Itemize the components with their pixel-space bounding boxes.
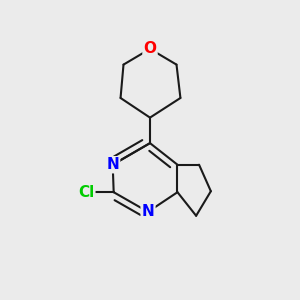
Text: Cl: Cl [78, 185, 94, 200]
Text: N: N [142, 204, 154, 219]
Text: N: N [106, 157, 119, 172]
Text: O: O [143, 41, 157, 56]
